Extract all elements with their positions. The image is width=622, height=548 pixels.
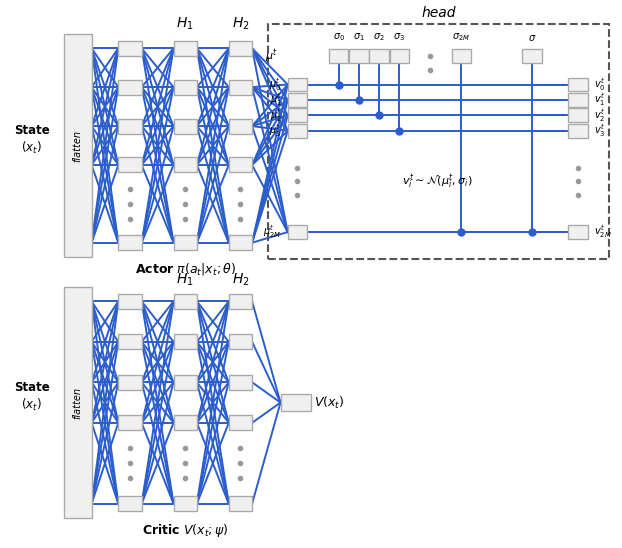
Bar bbox=[174, 496, 197, 511]
Bar bbox=[229, 375, 252, 390]
Text: flatten: flatten bbox=[73, 386, 83, 419]
Text: $v_i^t \sim \mathcal{N}(\mu_i^t, \sigma_i)$: $v_i^t \sim \mathcal{N}(\mu_i^t, \sigma_… bbox=[402, 172, 473, 191]
Text: $v_2^t$: $v_2^t$ bbox=[594, 107, 605, 124]
Bar bbox=[118, 79, 142, 95]
Bar bbox=[174, 334, 197, 349]
Bar bbox=[174, 235, 197, 250]
Bar bbox=[229, 334, 252, 349]
Bar bbox=[281, 393, 311, 412]
Bar bbox=[229, 415, 252, 430]
Bar bbox=[288, 109, 307, 122]
Text: $H_2$: $H_2$ bbox=[231, 272, 249, 288]
Text: $\sigma$: $\sigma$ bbox=[527, 33, 536, 43]
Text: $\mu_2^t$: $\mu_2^t$ bbox=[270, 107, 282, 124]
Text: $\sigma_{2M}$: $\sigma_{2M}$ bbox=[452, 31, 470, 43]
Text: $\sigma_3$: $\sigma_3$ bbox=[393, 31, 406, 43]
Bar bbox=[389, 49, 409, 63]
Bar bbox=[268, 24, 609, 259]
Bar bbox=[174, 157, 197, 173]
Bar bbox=[522, 49, 542, 63]
Bar bbox=[118, 157, 142, 173]
Bar bbox=[174, 41, 197, 56]
Bar bbox=[229, 235, 252, 250]
Bar bbox=[288, 93, 307, 107]
Bar bbox=[329, 49, 348, 63]
Text: $\mu_1^t$: $\mu_1^t$ bbox=[269, 92, 282, 109]
Text: $\sigma_0$: $\sigma_0$ bbox=[333, 31, 345, 43]
Bar bbox=[174, 415, 197, 430]
Text: $v_0^t$: $v_0^t$ bbox=[594, 76, 606, 93]
Text: $H_1$: $H_1$ bbox=[177, 16, 194, 32]
Text: $V(x_t)$: $V(x_t)$ bbox=[314, 395, 345, 410]
Bar bbox=[369, 49, 389, 63]
Bar bbox=[229, 118, 252, 134]
Bar bbox=[118, 41, 142, 56]
Bar bbox=[288, 225, 307, 239]
Bar bbox=[118, 235, 142, 250]
Text: $\mu_0^t$: $\mu_0^t$ bbox=[269, 76, 282, 93]
Bar bbox=[118, 294, 142, 309]
Bar bbox=[568, 124, 588, 138]
Bar bbox=[118, 375, 142, 390]
Text: $v_1^t$: $v_1^t$ bbox=[594, 92, 605, 109]
Bar bbox=[118, 496, 142, 511]
Bar bbox=[349, 49, 369, 63]
Text: $H_2$: $H_2$ bbox=[231, 16, 249, 32]
Text: $\mu_{2M}^t$: $\mu_{2M}^t$ bbox=[263, 224, 282, 241]
Bar bbox=[288, 124, 307, 138]
Text: $\sigma_2$: $\sigma_2$ bbox=[373, 31, 385, 43]
Text: $v_{2M}^t$: $v_{2M}^t$ bbox=[594, 224, 611, 241]
Bar bbox=[288, 78, 307, 92]
Bar bbox=[229, 79, 252, 95]
Text: $\mu^t$: $\mu^t$ bbox=[266, 48, 279, 65]
Text: $\sigma_1$: $\sigma_1$ bbox=[353, 31, 364, 43]
Text: $v_3^t$: $v_3^t$ bbox=[594, 122, 605, 139]
Bar bbox=[568, 93, 588, 107]
Bar bbox=[452, 49, 471, 63]
Text: $\mathbf{Critic}\ V(x_t;\psi)$: $\mathbf{Critic}\ V(x_t;\psi)$ bbox=[142, 522, 228, 539]
Bar bbox=[118, 415, 142, 430]
Bar bbox=[174, 118, 197, 134]
Bar bbox=[568, 225, 588, 239]
Bar bbox=[229, 157, 252, 173]
Text: $\mu_3^t$: $\mu_3^t$ bbox=[269, 122, 282, 139]
Text: head: head bbox=[421, 6, 455, 20]
Bar bbox=[229, 496, 252, 511]
Bar bbox=[118, 334, 142, 349]
Bar bbox=[174, 79, 197, 95]
Text: State
$(x_t)$: State $(x_t)$ bbox=[14, 381, 50, 413]
Text: $H_1$: $H_1$ bbox=[177, 272, 194, 288]
Bar bbox=[568, 109, 588, 122]
Bar bbox=[229, 294, 252, 309]
Text: flatten: flatten bbox=[73, 129, 83, 162]
Bar bbox=[174, 294, 197, 309]
Text: $\mathbf{Actor}\ \pi(a_t|x_t;\theta)$: $\mathbf{Actor}\ \pi(a_t|x_t;\theta)$ bbox=[134, 261, 236, 277]
Bar bbox=[229, 41, 252, 56]
Bar bbox=[174, 375, 197, 390]
Text: State
$(x_t)$: State $(x_t)$ bbox=[14, 124, 50, 156]
Bar bbox=[64, 287, 91, 518]
Bar bbox=[64, 33, 91, 258]
Bar bbox=[118, 118, 142, 134]
Bar bbox=[568, 78, 588, 92]
